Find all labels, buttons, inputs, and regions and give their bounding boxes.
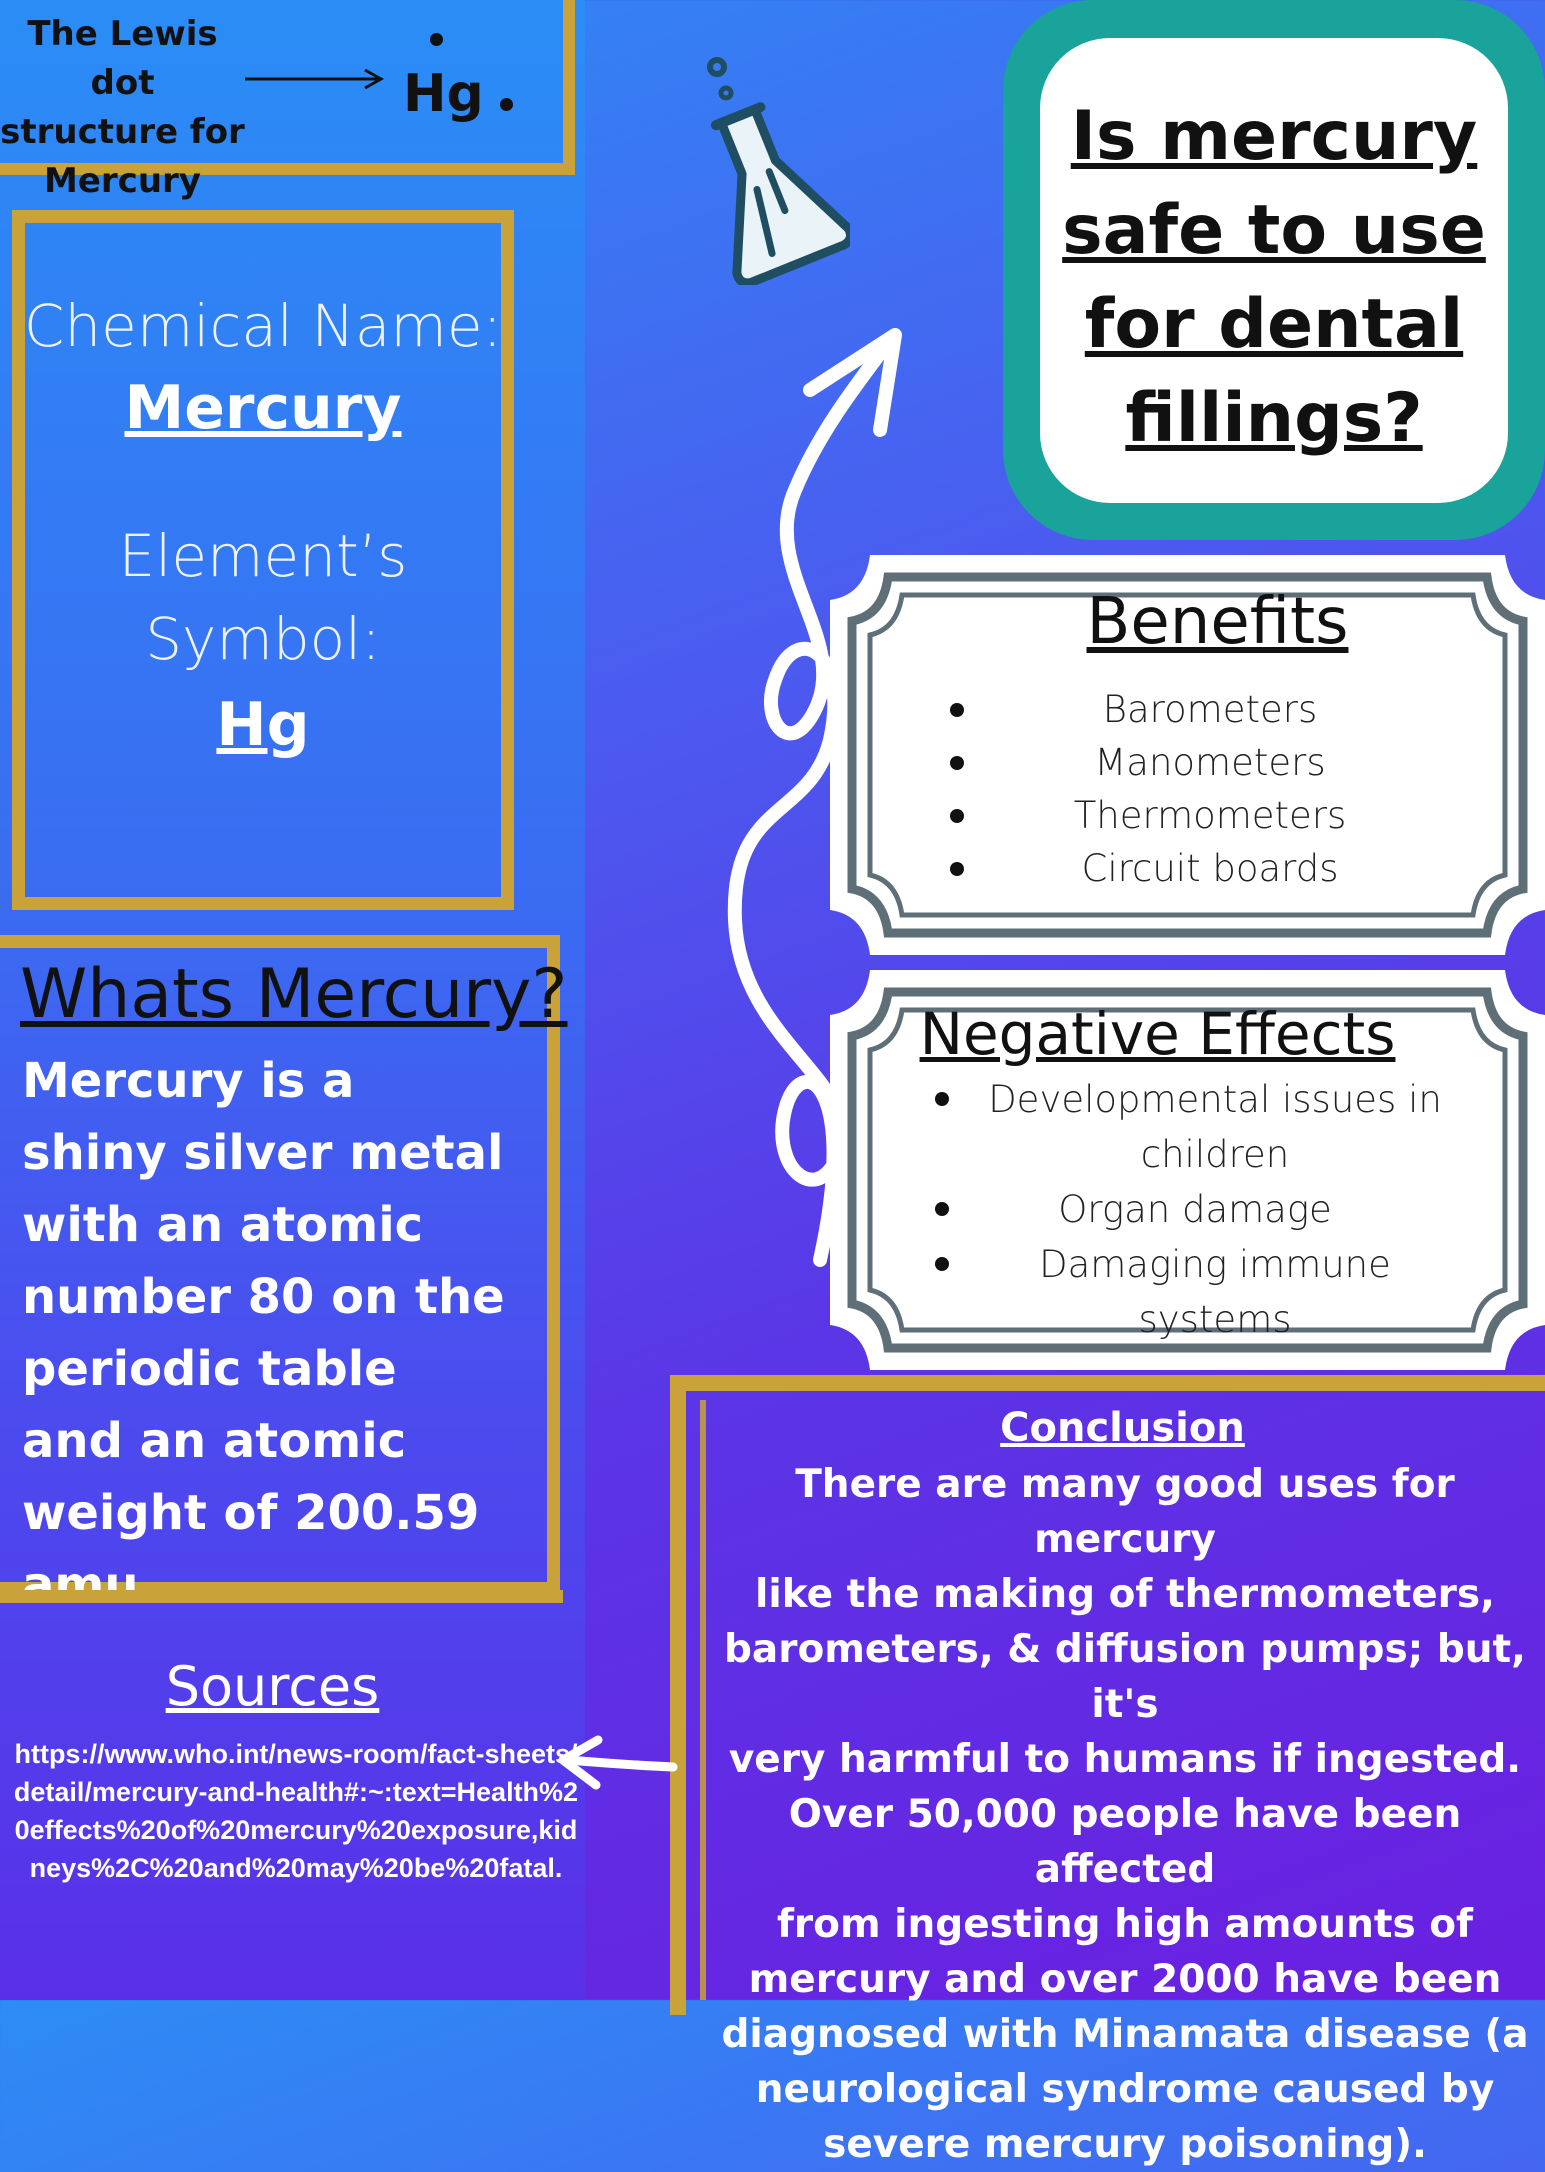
electron-dot — [430, 33, 443, 46]
bullet-icon — [950, 862, 964, 876]
benefits-list: Barometers Manometers Thermometers Circu… — [950, 683, 1470, 895]
list-item: Organ damage — [935, 1182, 1455, 1237]
sources-title: Sources — [165, 1655, 380, 1718]
bullet-icon — [950, 809, 964, 823]
question-card — [1040, 38, 1508, 503]
list-item: Manometers — [950, 736, 1470, 789]
element-symbol-label: Symbol: — [145, 605, 381, 673]
lewis-label-line: structure for — [0, 112, 245, 152]
gold-divider — [700, 1400, 706, 2000]
benefits-title: Benefits — [1086, 585, 1349, 659]
conclusion-line: diagnosed with Minamata disease (a — [721, 2012, 1529, 2057]
question-title: Is mercury safe to use for dental fillin… — [1040, 90, 1508, 466]
bullet-icon — [950, 703, 964, 717]
conclusion-line: barometers, & diffusion pumps; but, it's — [724, 1627, 1526, 1727]
conclusion-line: very harmful to humans if ingested. — [728, 1737, 1522, 1782]
chemical-name-value: Mercury — [124, 373, 402, 443]
conclusion-body: There are many good uses for mercury lik… — [710, 1457, 1540, 2172]
negative-effects-title: Negative Effects — [919, 1000, 1396, 1068]
list-item: Developmental issues in children — [935, 1072, 1455, 1182]
conclusion-frame — [670, 1375, 1545, 2015]
chemical-name-label: Chemical Name: — [23, 292, 503, 360]
left-arrow-icon — [558, 1735, 678, 1790]
ticket-frame — [830, 970, 1545, 1370]
right-arrow-icon — [245, 68, 385, 90]
element-symbol-label: Element’s — [118, 522, 408, 590]
conclusion-line: mercury and over 2000 have been — [748, 1957, 1502, 2002]
conclusion-line: There are many good uses for mercury — [795, 1462, 1455, 1562]
negative-effects-card: Negative Effects Developmental issues in… — [830, 970, 1545, 1370]
gold-divider — [0, 1590, 563, 1603]
swirl-arrow-icon — [727, 328, 902, 1267]
list-item: Circuit boards — [950, 842, 1470, 895]
conclusion-line: from ingesting high amounts of — [776, 1902, 1474, 1947]
body-line: number 80 on the — [22, 1269, 505, 1325]
lewis-label-line: Mercury — [44, 161, 201, 201]
lewis-label-line: The Lewis dot — [27, 14, 218, 103]
negative-effects-list: Developmental issues in children Organ d… — [935, 1072, 1455, 1347]
bullet-icon — [935, 1202, 949, 1216]
lewis-structure-label: The Lewis dot structure for Mercury — [0, 10, 245, 206]
body-line: periodic table — [22, 1341, 397, 1397]
conclusion-line: Over 50,000 people have been affected — [788, 1792, 1462, 1892]
lewis-symbol: Hg — [403, 64, 484, 124]
lewis-structure-frame — [0, 0, 575, 175]
list-item: Thermometers — [950, 789, 1470, 842]
flask-icon — [707, 57, 850, 285]
source-link[interactable]: https://www.who.int/news-room/fact-sheet… — [13, 1739, 579, 1883]
question-line: safe to use — [1062, 191, 1486, 270]
body-line: Mercury is a — [22, 1053, 355, 1109]
body-line: and an atomic — [22, 1413, 407, 1469]
conclusion-title: Conclusion — [1000, 1405, 1245, 1451]
chemical-info-frame — [12, 210, 514, 910]
list-item: Barometers — [950, 683, 1470, 736]
list-item: Damaging immune systems — [935, 1237, 1455, 1347]
left-panel-background — [0, 0, 585, 2000]
question-line: for dental — [1084, 285, 1464, 364]
body-line: shiny silver metal — [22, 1125, 504, 1181]
bullet-icon — [935, 1257, 949, 1271]
electron-dot — [500, 98, 513, 111]
body-line: with an atomic — [22, 1197, 424, 1253]
whats-mercury-title: Whats Mercury? — [20, 955, 568, 1034]
whats-mercury-body: Mercury is a shiny silver metal with an … — [22, 1045, 542, 1590]
conclusion-line: neurological syndrome caused by — [755, 2067, 1495, 2112]
element-symbol-value: Hg — [216, 690, 310, 760]
ticket-frame — [830, 555, 1545, 955]
body-line: amu — [22, 1557, 139, 1590]
body-line: weight of 200.59 — [22, 1485, 480, 1541]
bullet-icon — [950, 756, 964, 770]
conclusion-line: like the making of thermometers, — [755, 1572, 1495, 1617]
benefits-card: Benefits Barometers Manometers Thermomet… — [830, 555, 1545, 955]
bullet-icon — [935, 1092, 949, 1106]
question-line: Is mercury — [1070, 97, 1478, 176]
question-line: fillings? — [1125, 379, 1423, 458]
conclusion-line: severe mercury poisoning). — [823, 2122, 1427, 2167]
